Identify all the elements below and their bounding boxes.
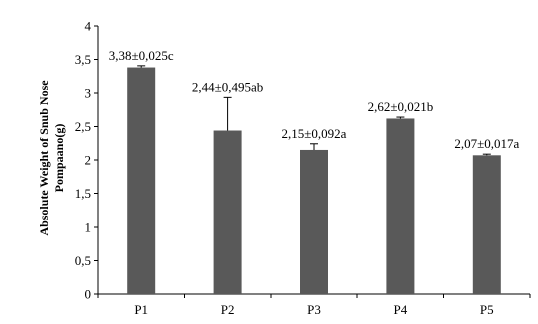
x-tick-label-p5: P5 [480, 302, 494, 317]
bars [127, 67, 501, 295]
x-tick-label-p1: P1 [134, 302, 148, 317]
data-label-p5: 2,07±0,017a [454, 136, 519, 151]
y-tick-label: 4 [85, 19, 92, 34]
x-axis: P1 P2 P3 P4 P5 [97, 293, 531, 317]
y-axis-title: Absolute Weight of Snub Nose Pompaano(g) [37, 80, 66, 236]
bar-p3 [300, 149, 328, 294]
data-label-p1: 3,38±0,025c [109, 48, 174, 63]
x-tick-label-p3: P3 [307, 302, 321, 317]
data-label-p2: 2,44±0,495ab [192, 79, 263, 94]
data-label-p3: 2,15±0,092a [282, 126, 347, 141]
bar-p5 [472, 155, 501, 294]
y-axis: 0 0,5 1 1,5 2 2,5 3 3,5 4 [75, 19, 99, 302]
bar-p1 [127, 67, 156, 294]
bar-p4 [386, 118, 415, 295]
error-bars [137, 65, 491, 156]
y-tick-label: 2 [85, 153, 92, 168]
y-tick-label: 1 [85, 220, 92, 235]
y-tick-label: 3,5 [75, 52, 91, 67]
y-axis-title-line-1: Absolute Weight of Snub Nose [37, 80, 51, 236]
data-labels: 3,38±0,025c 2,44±0,495ab 2,15±0,092a 2,62±0… [109, 48, 520, 151]
y-tick-label: 0,5 [75, 253, 91, 268]
y-tick-label: 1,5 [75, 186, 91, 201]
x-tick-label-p4: P4 [394, 302, 408, 317]
y-tick-label: 3 [85, 86, 92, 101]
y-axis-title-line-2: Pompaano(g) [52, 124, 66, 193]
x-tick-label-p2: P2 [221, 302, 235, 317]
y-tick-label: 2,5 [75, 119, 91, 134]
bar-p2 [213, 130, 242, 294]
y-tick-label: 0 [85, 287, 92, 302]
data-label-p4: 2,62±0,021b [368, 99, 434, 114]
